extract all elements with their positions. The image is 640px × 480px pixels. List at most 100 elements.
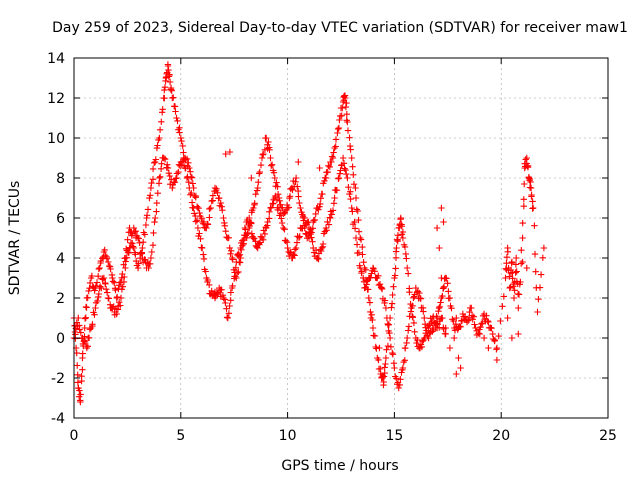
data-point-trace — [291, 252, 298, 259]
data-point — [399, 234, 407, 242]
data-point-trace — [387, 343, 395, 350]
data-point-trace — [270, 169, 278, 176]
data-point-trace — [179, 142, 186, 150]
data-point — [113, 310, 120, 318]
data-point-trace — [282, 237, 289, 244]
data-point — [463, 318, 471, 326]
data-point-trace — [217, 199, 224, 207]
data-point-trace — [158, 160, 165, 167]
data-point-trace — [170, 94, 177, 101]
data-points — [70, 61, 548, 406]
data-point-trace — [470, 313, 477, 320]
data-point-trace — [165, 66, 172, 74]
data-point-trace — [198, 215, 205, 222]
data-point — [147, 184, 155, 192]
data-point-trace — [73, 349, 80, 357]
data-point-trace — [409, 314, 417, 321]
data-point-trace — [88, 272, 96, 280]
data-point-trace — [384, 342, 392, 350]
data-point — [186, 164, 193, 172]
data-point-trace — [325, 221, 333, 228]
data-point-trace — [420, 308, 427, 315]
data-point — [248, 174, 255, 182]
data-point-trace — [171, 179, 179, 186]
data-point-trace — [437, 299, 444, 306]
data-point-trace — [295, 187, 302, 195]
data-point — [224, 314, 231, 322]
data-point-trace — [103, 255, 111, 262]
data-point — [237, 254, 244, 262]
data-point-trace — [204, 221, 212, 228]
data-point — [468, 304, 475, 312]
data-point-trace — [278, 215, 285, 222]
data-point — [399, 364, 407, 372]
data-point — [152, 214, 159, 222]
data-point-trace — [371, 268, 378, 275]
data-point-trace — [379, 374, 386, 382]
data-point-trace — [532, 268, 539, 275]
data-point-trace — [188, 174, 196, 181]
data-point-trace — [149, 176, 157, 183]
data-point-trace — [537, 271, 545, 278]
data-point-trace — [106, 262, 113, 270]
data-point-trace — [439, 292, 446, 300]
data-point-trace — [260, 150, 267, 158]
data-point-trace — [341, 165, 348, 172]
data-point-trace — [381, 364, 388, 371]
data-point — [250, 234, 257, 242]
data-point-trace — [200, 251, 207, 258]
data-point-trace — [213, 185, 220, 192]
data-point — [540, 244, 548, 252]
data-point-trace — [514, 290, 522, 298]
y-axis-ticks: -4 -2 0 2 4 6 8 10 12 14 — [47, 51, 608, 427]
data-point-trace — [239, 242, 246, 249]
data-point — [433, 224, 441, 232]
data-point-trace — [219, 292, 227, 299]
data-point-trace — [329, 207, 337, 214]
y-tick-label: 0 — [56, 331, 65, 347]
plot-frame — [73, 57, 609, 419]
data-point — [173, 114, 180, 122]
data-point-trace — [389, 349, 396, 357]
data-point-trace — [164, 161, 171, 168]
data-point — [369, 324, 377, 332]
data-point-trace — [362, 284, 369, 291]
data-point-trace — [84, 294, 91, 301]
data-point-trace — [146, 260, 154, 267]
data-point-trace — [226, 302, 233, 310]
data-point-trace — [392, 265, 399, 272]
data-point-trace — [95, 290, 102, 298]
data-point-trace — [230, 266, 238, 273]
data-point-trace — [388, 300, 396, 307]
data-point — [508, 258, 516, 266]
data-point-trace — [116, 299, 123, 306]
data-point-trace — [165, 170, 173, 177]
data-point — [367, 314, 375, 322]
data-point-trace — [223, 305, 230, 312]
data-point-trace — [124, 236, 131, 243]
data-point — [275, 204, 283, 212]
data-point-trace — [350, 171, 357, 178]
data-point-trace — [359, 251, 366, 258]
data-point-trace — [257, 161, 265, 169]
data-point-trace — [491, 337, 498, 344]
data-point-trace — [431, 319, 438, 326]
data-point-trace — [403, 339, 410, 347]
data-point-trace — [509, 275, 516, 282]
data-point-trace — [423, 327, 430, 334]
data-point — [228, 254, 236, 262]
data-point-trace — [366, 299, 374, 306]
data-point — [472, 324, 479, 332]
data-point-trace — [98, 284, 105, 292]
data-point-trace — [353, 241, 361, 248]
data-point-trace — [255, 179, 262, 186]
data-point — [284, 244, 291, 252]
data-point-trace — [347, 195, 354, 203]
data-point — [391, 364, 398, 372]
data-point — [348, 154, 355, 162]
data-point-trace — [274, 183, 281, 190]
data-point-trace — [172, 108, 179, 115]
data-point-trace — [144, 206, 152, 213]
data-point — [510, 294, 518, 302]
data-point — [166, 78, 174, 86]
